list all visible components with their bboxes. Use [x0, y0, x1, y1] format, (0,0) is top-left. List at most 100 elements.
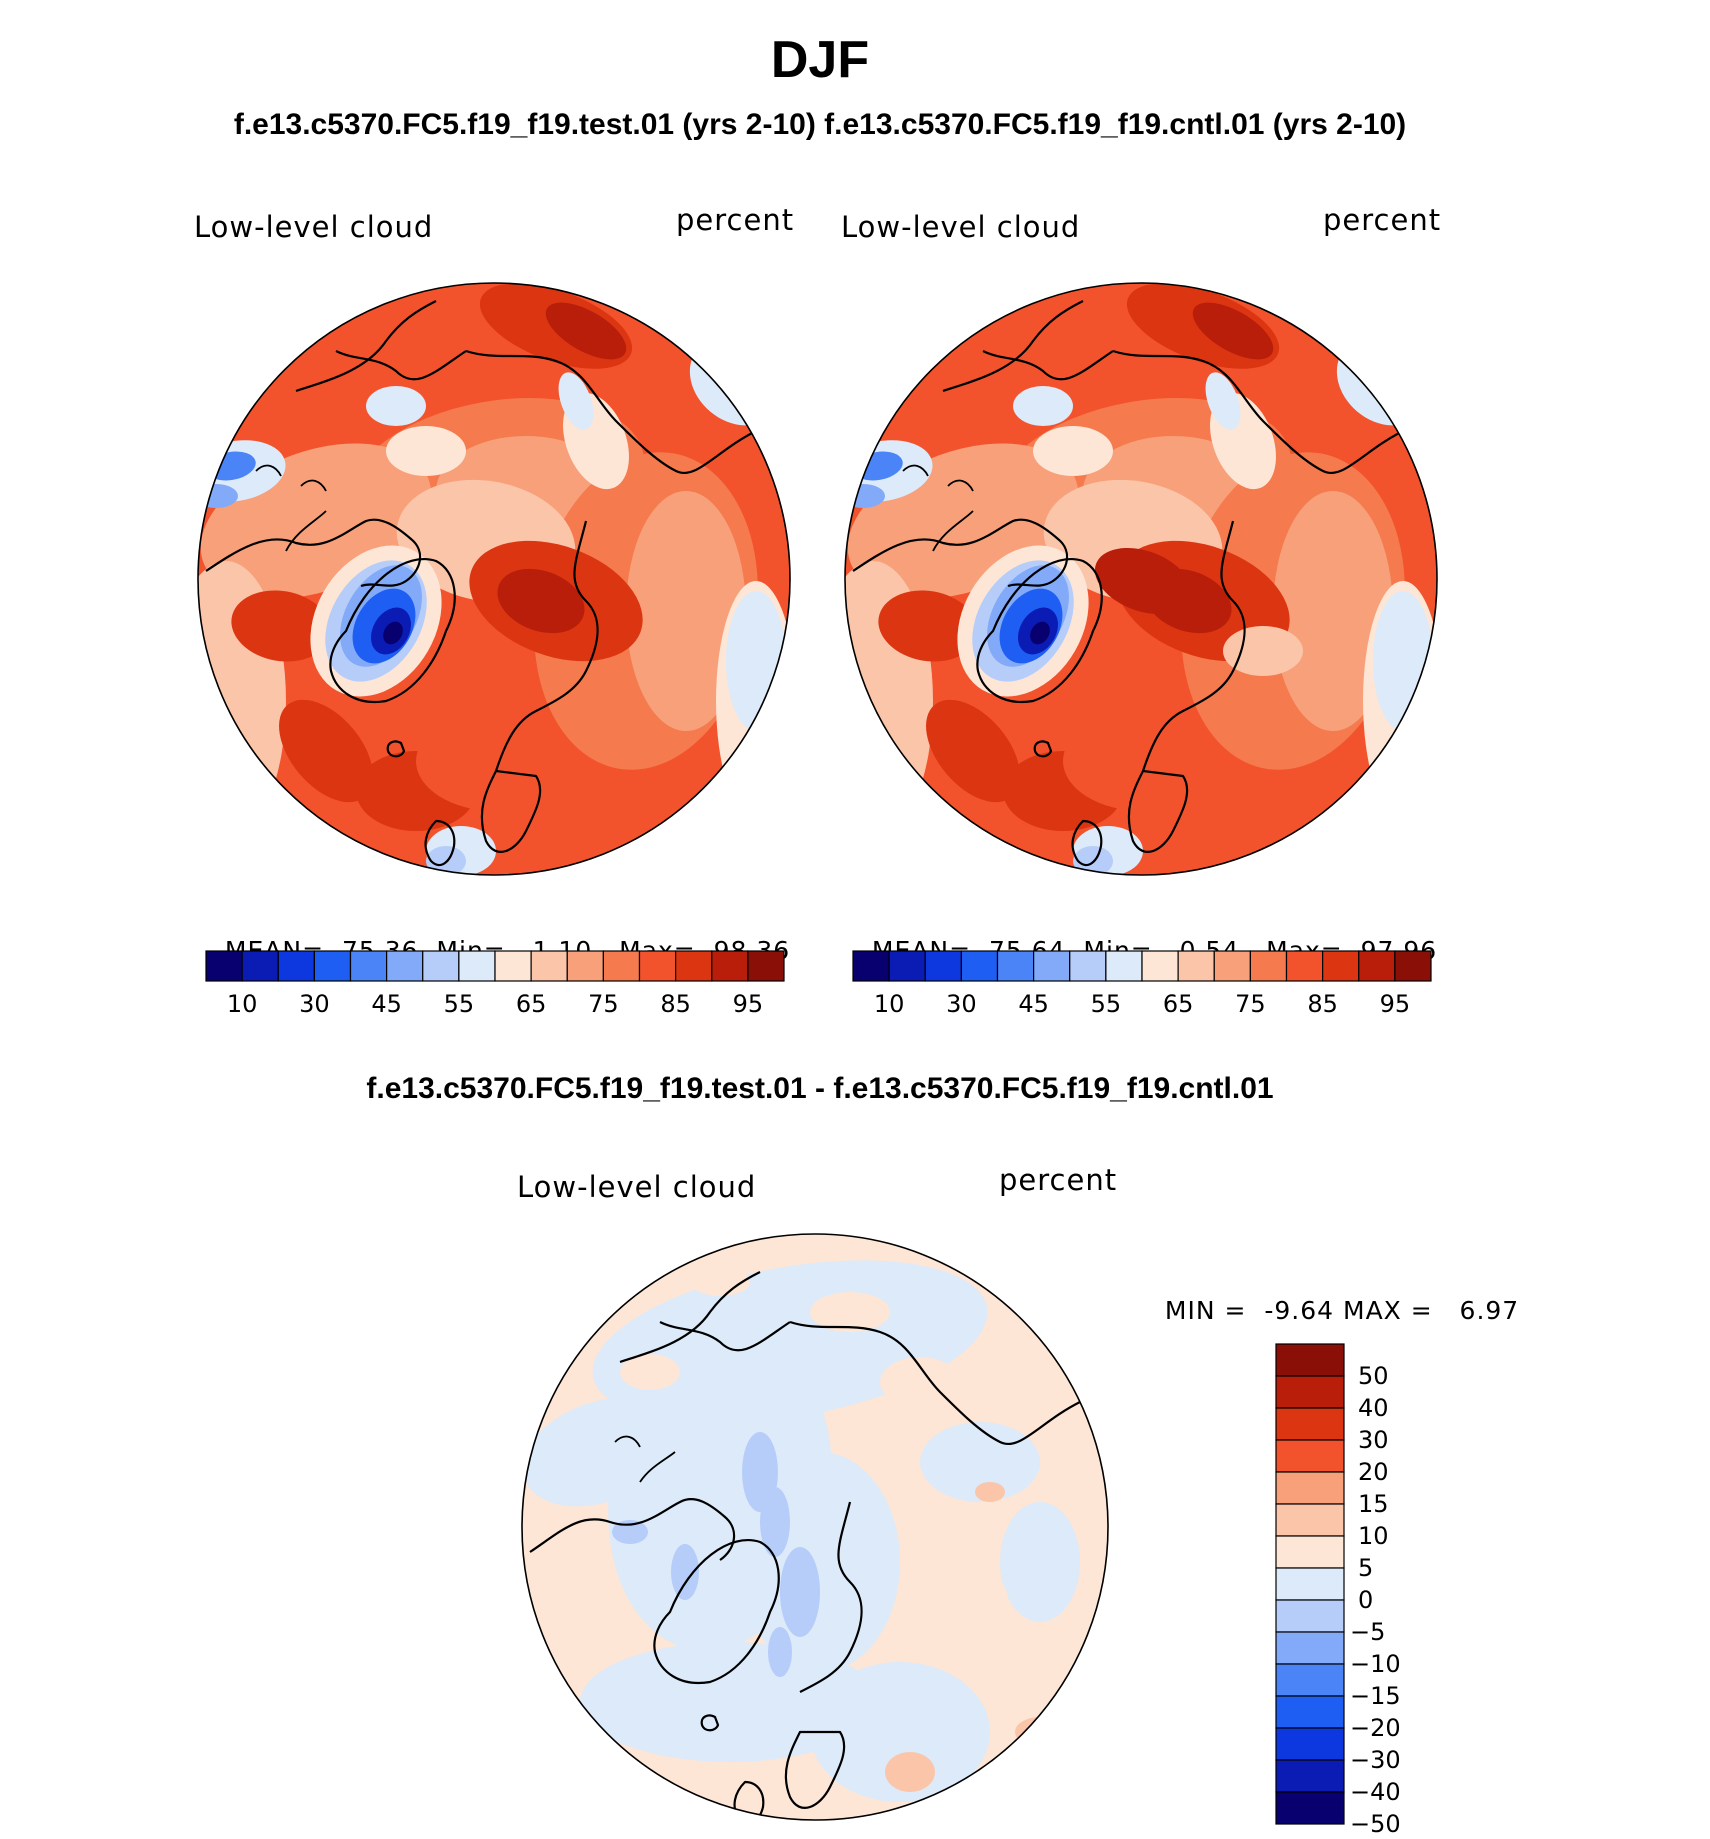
- panel3-stats: MIN = -9.64 MAX = 6.97: [1147, 1267, 1519, 1325]
- field-contour: [1015, 1717, 1065, 1747]
- colorbar-tick-label: 85: [1307, 990, 1338, 1018]
- map-field: [522, 1234, 1108, 1820]
- field-contour: [1373, 591, 1433, 731]
- panel2-colorbar: [852, 950, 1432, 982]
- field-contour: [880, 1357, 960, 1407]
- colorbar-tick-label: −15: [1350, 1682, 1401, 1710]
- colorbar-tick-label: 5: [1358, 1554, 1374, 1582]
- coastline-east-siberia: [659, 1321, 791, 1352]
- coastline-iceland: [700, 1714, 720, 1732]
- colorbar-tick-label: −50: [1350, 1810, 1401, 1838]
- field-contour: [721, 361, 751, 391]
- colorbar-swatch: [494, 950, 532, 982]
- colorbar-tick-label: 40: [1358, 1394, 1389, 1422]
- coastline-north-america: [852, 518, 1069, 588]
- colorbar-swatch: [458, 950, 496, 982]
- colorbar-tick-label: 15: [1358, 1490, 1389, 1518]
- field-contour: [279, 699, 373, 803]
- field-contour: [920, 1422, 1040, 1502]
- field-contour: [1094, 548, 1192, 614]
- colorbar-tick-label: 95: [732, 990, 764, 1018]
- field-contour: [926, 699, 1020, 803]
- colorbar-tick-label: 10: [1358, 1522, 1389, 1550]
- field-contour: [386, 426, 466, 476]
- field-contour: [878, 590, 978, 662]
- colorbar-swatch: [1275, 1503, 1345, 1537]
- coastline-islands: [614, 1435, 676, 1483]
- panel3-field-label: Low-level cloud: [517, 1170, 757, 1204]
- field-contour: [612, 1520, 648, 1544]
- field-contour: [558, 372, 594, 430]
- coastline-iceland: [1033, 740, 1053, 758]
- colorbar-swatch: [1275, 1791, 1345, 1825]
- panel1-field-label: Low-level cloud: [194, 210, 434, 244]
- colorbar-swatch: [1275, 1407, 1345, 1441]
- colorbar-swatch: [1358, 950, 1396, 982]
- field-contour: [545, 302, 627, 360]
- panel2-colorbar-ticks: 10 30 45 55 65 75 85 95: [853, 990, 1431, 1020]
- colorbar-tick-label: 55: [443, 990, 475, 1018]
- colorbar-swatch: [1275, 1695, 1345, 1729]
- colorbar-swatch: [996, 950, 1035, 982]
- colorbar-swatch: [1275, 1439, 1345, 1473]
- field-contour: [1273, 491, 1393, 731]
- coastline-islands: [902, 464, 974, 552]
- coastline-iceland: [386, 740, 406, 758]
- colorbar-swatch: [1285, 950, 1324, 982]
- colorbar-tick-label: −10: [1350, 1650, 1401, 1678]
- colorbar-swatch: [960, 950, 999, 982]
- field-contour: [626, 491, 746, 731]
- coastline-scandinavia: [799, 1501, 863, 1693]
- field-contour: [1030, 621, 1050, 645]
- coastline-greenland: [976, 558, 1103, 704]
- colorbar-tick-label: 45: [1018, 990, 1049, 1018]
- map-field: [198, 283, 790, 875]
- colorbar-swatch: [1213, 950, 1251, 982]
- field-contour: [497, 568, 585, 634]
- colorbar-tick-label: 10: [226, 990, 258, 1018]
- colorbar-tick-label: −40: [1350, 1778, 1401, 1806]
- colorbar-tick-label: −20: [1350, 1714, 1401, 1742]
- colorbar-tick-label: 10: [873, 990, 905, 1018]
- panel3-colorbar-ticks: 50 40 30 20 15 10 5 0 −5 −10 −15 −20 −30 −40 −50: [1350, 1344, 1434, 1838]
- colorbar-tick-label: 95: [1379, 990, 1411, 1018]
- field-contour: [1033, 426, 1113, 476]
- colorbar-swatch: [1275, 1663, 1345, 1697]
- panel2-units-label: percent: [1323, 203, 1442, 237]
- colorbar-swatch: [1275, 1535, 1345, 1569]
- coastline-east-siberia: [335, 350, 467, 381]
- colorbar-tick-label: 30: [299, 990, 330, 1018]
- coastline-britain: [1071, 819, 1103, 867]
- colorbar-tick-label: 85: [660, 990, 691, 1018]
- colorbar-swatch: [1177, 950, 1215, 982]
- colorbar-swatch: [888, 950, 926, 982]
- figure-title: DJF: [770, 31, 870, 89]
- colorbar-swatch: [638, 950, 677, 982]
- colorbar-swatch: [1394, 950, 1432, 982]
- colorbar-tick-label: 0: [1358, 1586, 1374, 1614]
- coastline-alaska: [295, 300, 437, 393]
- colorbar-swatch: [349, 950, 388, 982]
- panel3-colorbar: [1275, 1343, 1345, 1825]
- field-contour: [930, 1562, 1010, 1662]
- coastline-scandinavia: [494, 520, 599, 772]
- panel1-units-label: percent: [676, 203, 795, 237]
- colorbar-swatch: [1275, 1375, 1345, 1409]
- panel1-colorbar: [205, 950, 785, 982]
- colorbar-swatch: [602, 950, 641, 982]
- map-border: [521, 1233, 1109, 1821]
- colorbar-swatch: [566, 950, 604, 982]
- coastline-islands: [255, 464, 327, 552]
- coastline-north-america: [529, 1498, 736, 1561]
- field-contour: [383, 621, 403, 645]
- colorbar-swatch: [711, 950, 749, 982]
- map-border: [197, 282, 791, 876]
- colorbar-swatch: [277, 950, 315, 982]
- colorbar-swatch: [1275, 1759, 1345, 1793]
- colorbar-tick-label: 30: [946, 990, 977, 1018]
- coastline-alaska: [619, 1271, 761, 1364]
- colorbar-tick-label: 75: [1235, 990, 1266, 1018]
- field-contour: [522, 1397, 678, 1507]
- field-contour: [885, 1752, 935, 1792]
- colorbar-tick-label: −30: [1350, 1746, 1401, 1774]
